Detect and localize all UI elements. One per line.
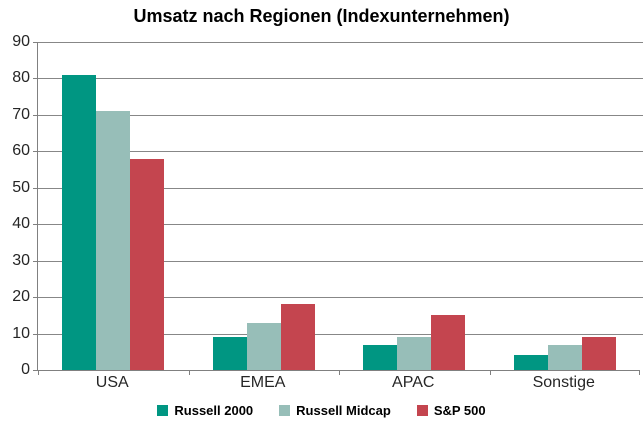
y-tick-label: 20 [12,288,30,306]
y-grid-line [38,114,643,116]
legend-swatch [157,405,169,416]
bar [212,337,247,370]
y-axis-tick [33,42,37,43]
bar [280,304,315,370]
bar [363,344,398,370]
y-grid-line [38,187,643,189]
y-tick-label: 30 [12,251,30,269]
bar [547,344,582,370]
y-tick-label: 80 [12,69,30,87]
y-axis-tick [33,187,37,189]
plot-area [33,42,643,375]
legend-swatch [416,405,428,416]
y-grid-line [38,151,643,153]
y-grid-line [38,42,643,43]
y-tick-label: 40 [12,215,30,233]
bar-group [490,337,641,370]
x-axis-tick [339,371,340,375]
y-axis-tick [33,151,37,153]
y-tick-label: 50 [12,178,30,196]
bar [246,322,281,370]
bar [130,158,165,370]
legend-label: Russell Midcap [296,403,391,418]
category-label: Sonstige [532,374,595,391]
y-grid-line [38,224,643,226]
bar [513,355,548,370]
x-axis-tick [490,371,491,375]
category-label: EMEA [240,374,286,391]
legend-item: Russell Midcap [279,403,391,418]
bar [96,111,131,370]
bar-group [38,74,189,370]
y-grid-line [38,78,643,80]
y-grid-line [38,260,643,262]
bar-group [339,315,490,370]
legend-label: Russell 2000 [174,403,254,418]
legend-item: S&P 500 [416,403,486,418]
y-axis-tick [33,333,37,335]
y-tick-label: 90 [12,33,30,50]
y-axis-tick [33,78,37,80]
legend-label: S&P 500 [433,403,486,418]
bar [581,337,616,370]
x-axis-tick [639,371,640,375]
legend: Russell 2000 Russell Midcap S&P 500 [0,403,643,418]
x-axis-tick [189,371,190,375]
y-grid-line [38,333,643,335]
bar [397,337,432,370]
bar [431,315,466,370]
y-axis-tick [33,224,37,226]
x-axis-tick [38,371,39,375]
category-label: USA [95,374,129,391]
legend-swatch [279,405,291,416]
y-axis-tick [33,114,37,116]
y-tick-label: 10 [12,324,30,342]
y-axis-tick [33,260,37,262]
y-grid-line [38,297,643,299]
legend-item: Russell 2000 [157,403,253,418]
y-axis-tick [33,370,37,371]
y-axis-tick [33,297,37,299]
bar-group [189,304,340,370]
y-tick-label: 0 [21,361,30,378]
y-tick-label: 60 [12,142,30,160]
category-label: APAC [392,374,435,391]
chart-title: Umsatz nach Regionen (Indexunternehmen) [133,6,510,26]
y-tick-label: 70 [12,105,30,123]
bar [62,74,97,370]
